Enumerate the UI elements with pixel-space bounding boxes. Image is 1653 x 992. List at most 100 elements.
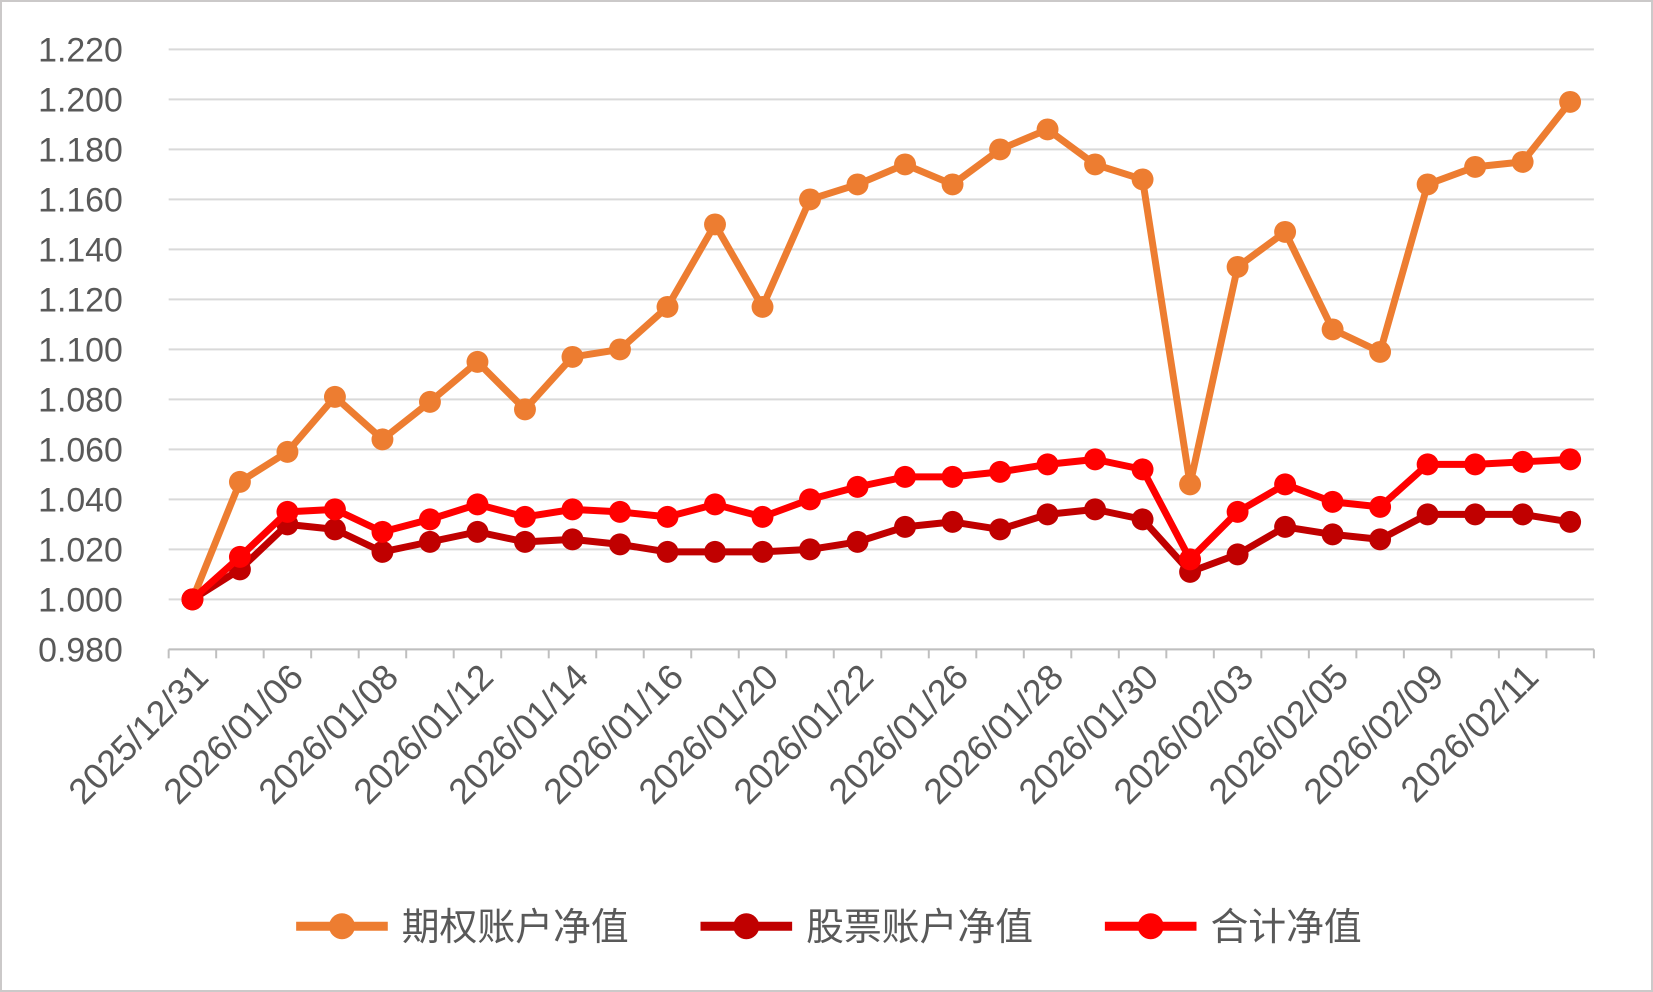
series-total-point [1511, 450, 1534, 473]
series-total-point [561, 498, 584, 521]
series-options-account-point [1511, 150, 1534, 173]
y-axis-label: 1.100 [38, 331, 123, 369]
series-options-account-point [1274, 220, 1297, 243]
series-stock-account-point [609, 533, 631, 556]
series-stock-account-point [1321, 523, 1344, 546]
series-total-point [466, 493, 489, 516]
series-stock-account-point [323, 518, 346, 541]
series-stock-account-point [941, 510, 964, 533]
legend-marker-dot [733, 913, 760, 940]
series-options-account-point [1559, 90, 1582, 113]
series-total-point [1036, 453, 1059, 476]
series-stock-account-point [1131, 508, 1154, 531]
series-total-point [1179, 548, 1202, 571]
series-total-point [799, 488, 821, 511]
series-total-point [1084, 448, 1107, 471]
series-options-account-point [1226, 255, 1249, 278]
series-stock-account-point [514, 530, 536, 553]
series-stock-account-point [1559, 510, 1582, 533]
y-axis-label: 1.200 [38, 81, 123, 119]
y-axis-label: 0.980 [38, 631, 123, 669]
legend-item: 期权账户净值 [296, 907, 629, 949]
series-options-account-point [941, 173, 964, 196]
series-total-point [989, 460, 1012, 483]
series-stock-account-point [1464, 503, 1487, 526]
series-layer [181, 90, 1582, 611]
series-stock-account-point [751, 540, 774, 563]
series-stock-account-point [1369, 528, 1392, 551]
series-options-account-point [751, 295, 774, 318]
series-options-account-point [561, 345, 584, 368]
series-options-account-point [799, 188, 821, 211]
legend-item: 合计净值 [1104, 907, 1362, 949]
series-options-account-point [1416, 173, 1439, 196]
series-options-account-point [894, 153, 916, 176]
series-total-point [704, 493, 726, 516]
series-options-account-point [418, 390, 441, 413]
series-options-account-point [228, 470, 251, 493]
y-axis-label: 1.160 [38, 181, 123, 219]
series-total-point [751, 505, 774, 528]
legend: 期权账户净值 股票账户净值 合计净值 [296, 907, 1362, 949]
legend-marker-dot [329, 913, 355, 940]
series-stock-account-point [1226, 543, 1249, 566]
series-options-account-point [1369, 340, 1392, 363]
y-axis-label: 1.040 [38, 481, 123, 519]
series-total-point [1559, 448, 1582, 471]
series-options-account-point [704, 213, 726, 236]
series-total-point [609, 500, 631, 523]
series-stock-account-point [799, 538, 821, 561]
series-stock-account-point [989, 518, 1012, 541]
series-total-point [323, 498, 346, 521]
series-total-point [1131, 458, 1154, 481]
series-total-point [228, 545, 251, 568]
series-stock-account-point [418, 530, 441, 553]
series-options-account-point [989, 138, 1012, 161]
series-total-point [894, 465, 916, 488]
y-axis-label: 1.080 [38, 381, 123, 419]
series-total-point [846, 475, 869, 498]
series-total-point [276, 500, 299, 523]
series-options-account-point [1131, 168, 1154, 191]
series-total-point [514, 505, 536, 528]
x-axis: 2025/12/312026/01/062026/01/082026/01/12… [61, 648, 1595, 812]
series-total-point [371, 520, 394, 543]
y-axis: 0.980 1.000 1.020 1.040 1.060 1.080 1.100 1.120… [38, 31, 123, 669]
series-stock-account-point [561, 528, 584, 551]
y-axis-label: 1.120 [38, 281, 123, 319]
series-total-point [181, 588, 204, 611]
legend-label: 期权账户净值 [402, 907, 629, 949]
series-total-line [188, 455, 1574, 603]
series-options-account-point [276, 440, 299, 463]
series-stock-account-point [846, 530, 869, 553]
series-options-account-point [466, 350, 489, 373]
y-axis-label: 1.140 [38, 231, 123, 269]
series-options-account-point [609, 338, 631, 361]
series-stock-account-point [1511, 503, 1534, 526]
legend-label: 股票账户净值 [806, 907, 1033, 949]
series-options-account-point [1464, 155, 1487, 178]
series-stock-account-line [188, 505, 1574, 603]
series-stock-account-point [371, 540, 394, 563]
series-total-point [1369, 495, 1392, 518]
series-total-point [656, 505, 679, 528]
y-axis-label: 1.220 [38, 31, 123, 69]
series-total-point [418, 508, 441, 531]
series-options-account-point [656, 295, 679, 318]
series-options-account-point [846, 173, 869, 196]
series-options-account-point [371, 428, 394, 451]
series-options-account-point [1321, 318, 1344, 341]
series-stock-account-point [1084, 498, 1107, 521]
legend-marker-dot [1137, 913, 1164, 940]
series-stock-account-point [894, 515, 916, 538]
series-total-point [1416, 453, 1439, 476]
series-stock-account-point [466, 520, 489, 543]
series-options-account-point [514, 398, 536, 421]
series-stock-account-point [704, 540, 726, 563]
y-axis-label: 1.020 [38, 531, 123, 569]
series-total-point [1321, 490, 1344, 513]
series-total-point [1464, 453, 1487, 476]
series-stock-account-point [656, 540, 679, 563]
